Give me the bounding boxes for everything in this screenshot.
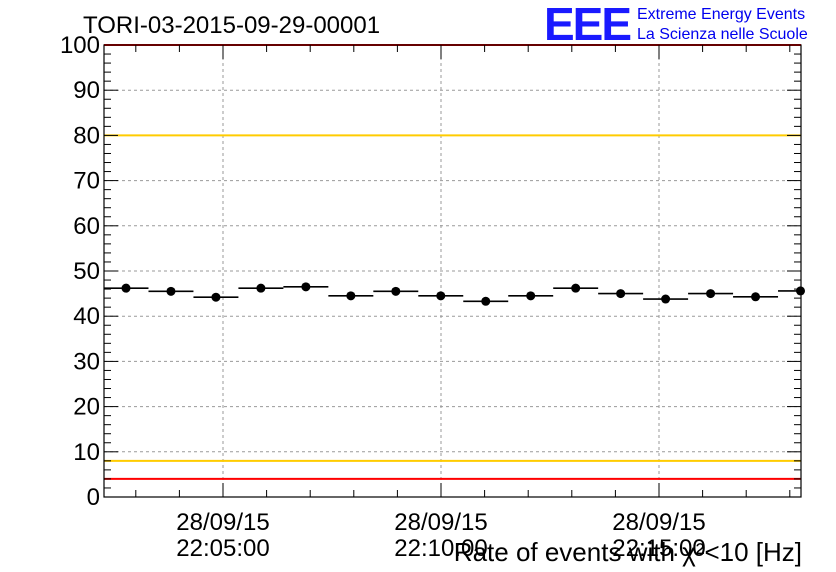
y-tick-label: 10 bbox=[73, 439, 100, 466]
data-point bbox=[751, 292, 761, 302]
data-point bbox=[391, 286, 401, 296]
y-tick-label: 0 bbox=[87, 484, 100, 511]
y-tick-label: 20 bbox=[73, 394, 100, 421]
data-point bbox=[436, 291, 446, 301]
x-tick-label-date: 28/09/15 bbox=[176, 509, 269, 536]
eee-logo-line1: Extreme Energy Events bbox=[637, 6, 805, 23]
data-point bbox=[346, 291, 356, 301]
data-point bbox=[166, 286, 176, 296]
eee-logo: EEE Extreme Energy Events La Scienza nel… bbox=[544, 0, 808, 50]
eee-logo-mark: EEE bbox=[544, 0, 630, 50]
x-axis-title: Rate of events with χ²<10 [Hz] bbox=[454, 537, 802, 567]
x-tick-label-date: 28/09/15 bbox=[612, 509, 705, 536]
x-tick-label-date: 28/09/15 bbox=[394, 509, 487, 536]
y-tick-label: 90 bbox=[73, 77, 100, 104]
data-point bbox=[211, 292, 221, 302]
y-tick-label: 40 bbox=[73, 303, 100, 330]
data-point bbox=[301, 282, 311, 292]
data-marks bbox=[104, 282, 806, 306]
data-point bbox=[571, 283, 581, 293]
eee-logo-line2: La Scienza nelle Scuole bbox=[637, 26, 808, 43]
chart-title: TORI-03-2015-09-29-00001 bbox=[83, 12, 380, 39]
data-point bbox=[256, 283, 266, 293]
data-point bbox=[706, 289, 716, 299]
y-tick-labels: 0 10 20 30 40 50 60 70 80 90 100 bbox=[60, 32, 100, 511]
grid-lines bbox=[104, 45, 801, 497]
data-point bbox=[481, 296, 491, 306]
y-tick-label: 80 bbox=[73, 122, 100, 149]
data-point bbox=[121, 283, 131, 293]
y-tick-label: 70 bbox=[73, 168, 100, 195]
y-tick-label: 50 bbox=[73, 258, 100, 285]
x-tick-label-time: 22:10:00 bbox=[394, 535, 487, 562]
y-tick-label: 60 bbox=[73, 213, 100, 240]
y-tick-label: 100 bbox=[60, 32, 100, 59]
data-point bbox=[796, 286, 806, 296]
threshold-lines bbox=[104, 44, 801, 480]
y-tick-label: 30 bbox=[73, 348, 100, 375]
plot-frame bbox=[103, 44, 802, 498]
x-tick-label-time: 22:15:00 bbox=[612, 535, 705, 562]
x-tick-labels: 28/09/1522:05:0028/09/1522:10:0028/09/15… bbox=[176, 509, 705, 562]
data-point bbox=[616, 289, 626, 299]
x-tick-label-time: 22:05:00 bbox=[176, 535, 269, 562]
data-point bbox=[661, 294, 671, 304]
data-point bbox=[526, 291, 536, 301]
